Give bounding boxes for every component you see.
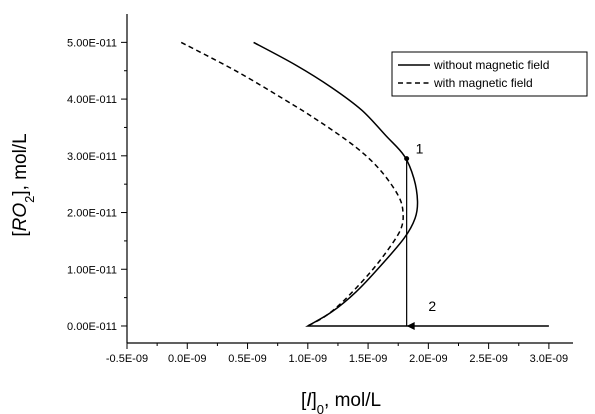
x-tick-label: -0.5E-09 — [106, 353, 148, 365]
point-marker — [404, 156, 410, 162]
x-tick-label: 2.0E-09 — [409, 353, 448, 365]
y-tick-label: 0.00E-011 — [67, 321, 117, 333]
annotation-label: 2 — [428, 298, 436, 314]
annotation-label: 1 — [416, 141, 424, 157]
y-axis-title: [RO2], mol/L — [10, 133, 37, 236]
axes: -0.5E-09 0.0E-09 0.5E-09 1.0E-09 1.5E-09 2.0E… — [67, 14, 573, 365]
x-tick-label: 1.0E-09 — [289, 353, 328, 365]
series-with-magnetic-field — [180, 41, 404, 327]
x-tick-label: 0.0E-09 — [168, 353, 207, 365]
x-tick-label: 2.5E-09 — [469, 353, 508, 365]
series-without-magnetic-field — [253, 41, 549, 327]
y-tick-label: 1.00E-011 — [67, 264, 117, 276]
y-tick-label: 3.00E-011 — [67, 151, 117, 163]
annotation-layer: 12 — [404, 141, 436, 330]
x-tick-label: 3.0E-09 — [530, 353, 569, 365]
legend-label: without magnetic field — [433, 58, 549, 72]
x-axis-title: [I]0, mol/L — [301, 390, 381, 414]
legend-box — [391, 51, 588, 97]
x-tick-label: 1.5E-09 — [349, 353, 388, 365]
y-tick-label: 5.00E-011 — [67, 37, 117, 49]
legend: without magnetic field with magnetic fiel… — [391, 51, 588, 97]
y-tick-label: 2.00E-011 — [67, 208, 117, 220]
series-layer — [180, 41, 549, 327]
x-tick-label: 0.5E-09 — [228, 353, 267, 365]
y-tick-label: 4.00E-011 — [67, 94, 117, 106]
legend-label: with magnetic field — [433, 76, 533, 90]
